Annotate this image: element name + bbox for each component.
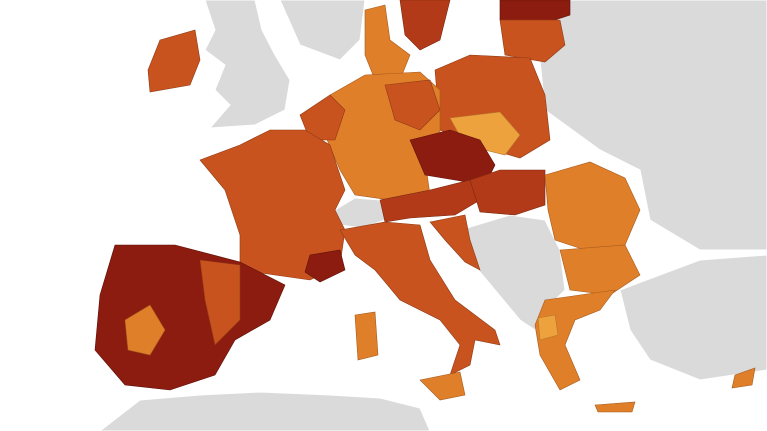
land-africa [99, 391, 431, 431]
region-romania [544, 161, 641, 251]
region-croatia [429, 214, 481, 271]
region-germany-east [384, 79, 441, 131]
region-cyprus [731, 367, 756, 389]
region-sicily [419, 371, 466, 401]
region-crete [594, 401, 636, 413]
region-france-south [304, 249, 346, 283]
region-hungary-slovakia [469, 169, 546, 216]
land-norway [279, 0, 366, 61]
region-sweden [399, 0, 451, 51]
land-turkey [619, 254, 767, 381]
region-bulgaria [559, 244, 641, 296]
region-italy [339, 221, 501, 376]
region-spain-east [199, 259, 241, 346]
region-spain-centre [124, 304, 166, 356]
region-sardinia [354, 311, 379, 361]
region-greece [534, 289, 616, 391]
region-baltics [499, 19, 566, 63]
region-greece-west [537, 314, 559, 341]
region-ireland [147, 29, 201, 93]
land-britain [204, 0, 291, 129]
region-austria [379, 179, 481, 223]
region-denmark [364, 4, 411, 81]
